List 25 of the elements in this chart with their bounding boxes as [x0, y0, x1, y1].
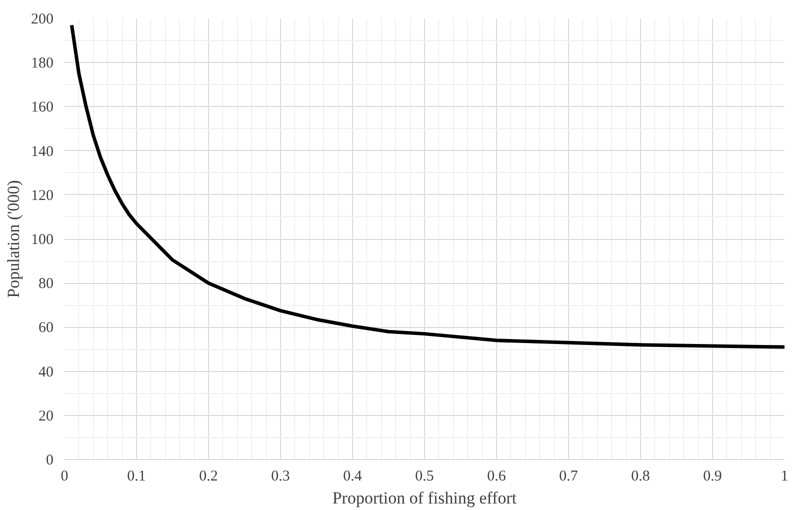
y-tick-label: 40 — [38, 364, 54, 380]
x-tick-label: 0.7 — [559, 468, 578, 484]
line-series — [70, 23, 784, 349]
x-tick-label: 0.6 — [487, 468, 506, 484]
x-tick-label: 0.8 — [631, 468, 650, 484]
y-tick-label: 160 — [31, 100, 54, 116]
x-tick-label: 0.5 — [415, 468, 434, 484]
x-tick-label: 1 — [780, 468, 788, 484]
x-tick-label: 0.1 — [127, 468, 146, 484]
y-axis-title: Population ('000) — [4, 180, 23, 298]
y-tick-label: 0 — [46, 452, 54, 468]
x-tick-label: 0.4 — [343, 468, 362, 484]
x-tick-label: 0.2 — [199, 468, 218, 484]
x-tick-label: 0 — [60, 468, 68, 484]
y-tick-label: 80 — [38, 276, 54, 292]
y-tick-label: 120 — [31, 188, 54, 204]
x-tick-label: 0.9 — [703, 468, 722, 484]
y-tick-label: 180 — [31, 56, 54, 72]
y-tick-label: 200 — [31, 12, 54, 28]
y-tick-label: 100 — [31, 232, 54, 248]
x-tick-label: 0.3 — [271, 468, 290, 484]
x-axis-title: Proportion of fishing effort — [332, 488, 517, 508]
y-tick-label: 140 — [31, 144, 54, 160]
y-tick-label: 20 — [38, 408, 54, 424]
y-tick-label: 60 — [38, 320, 54, 336]
